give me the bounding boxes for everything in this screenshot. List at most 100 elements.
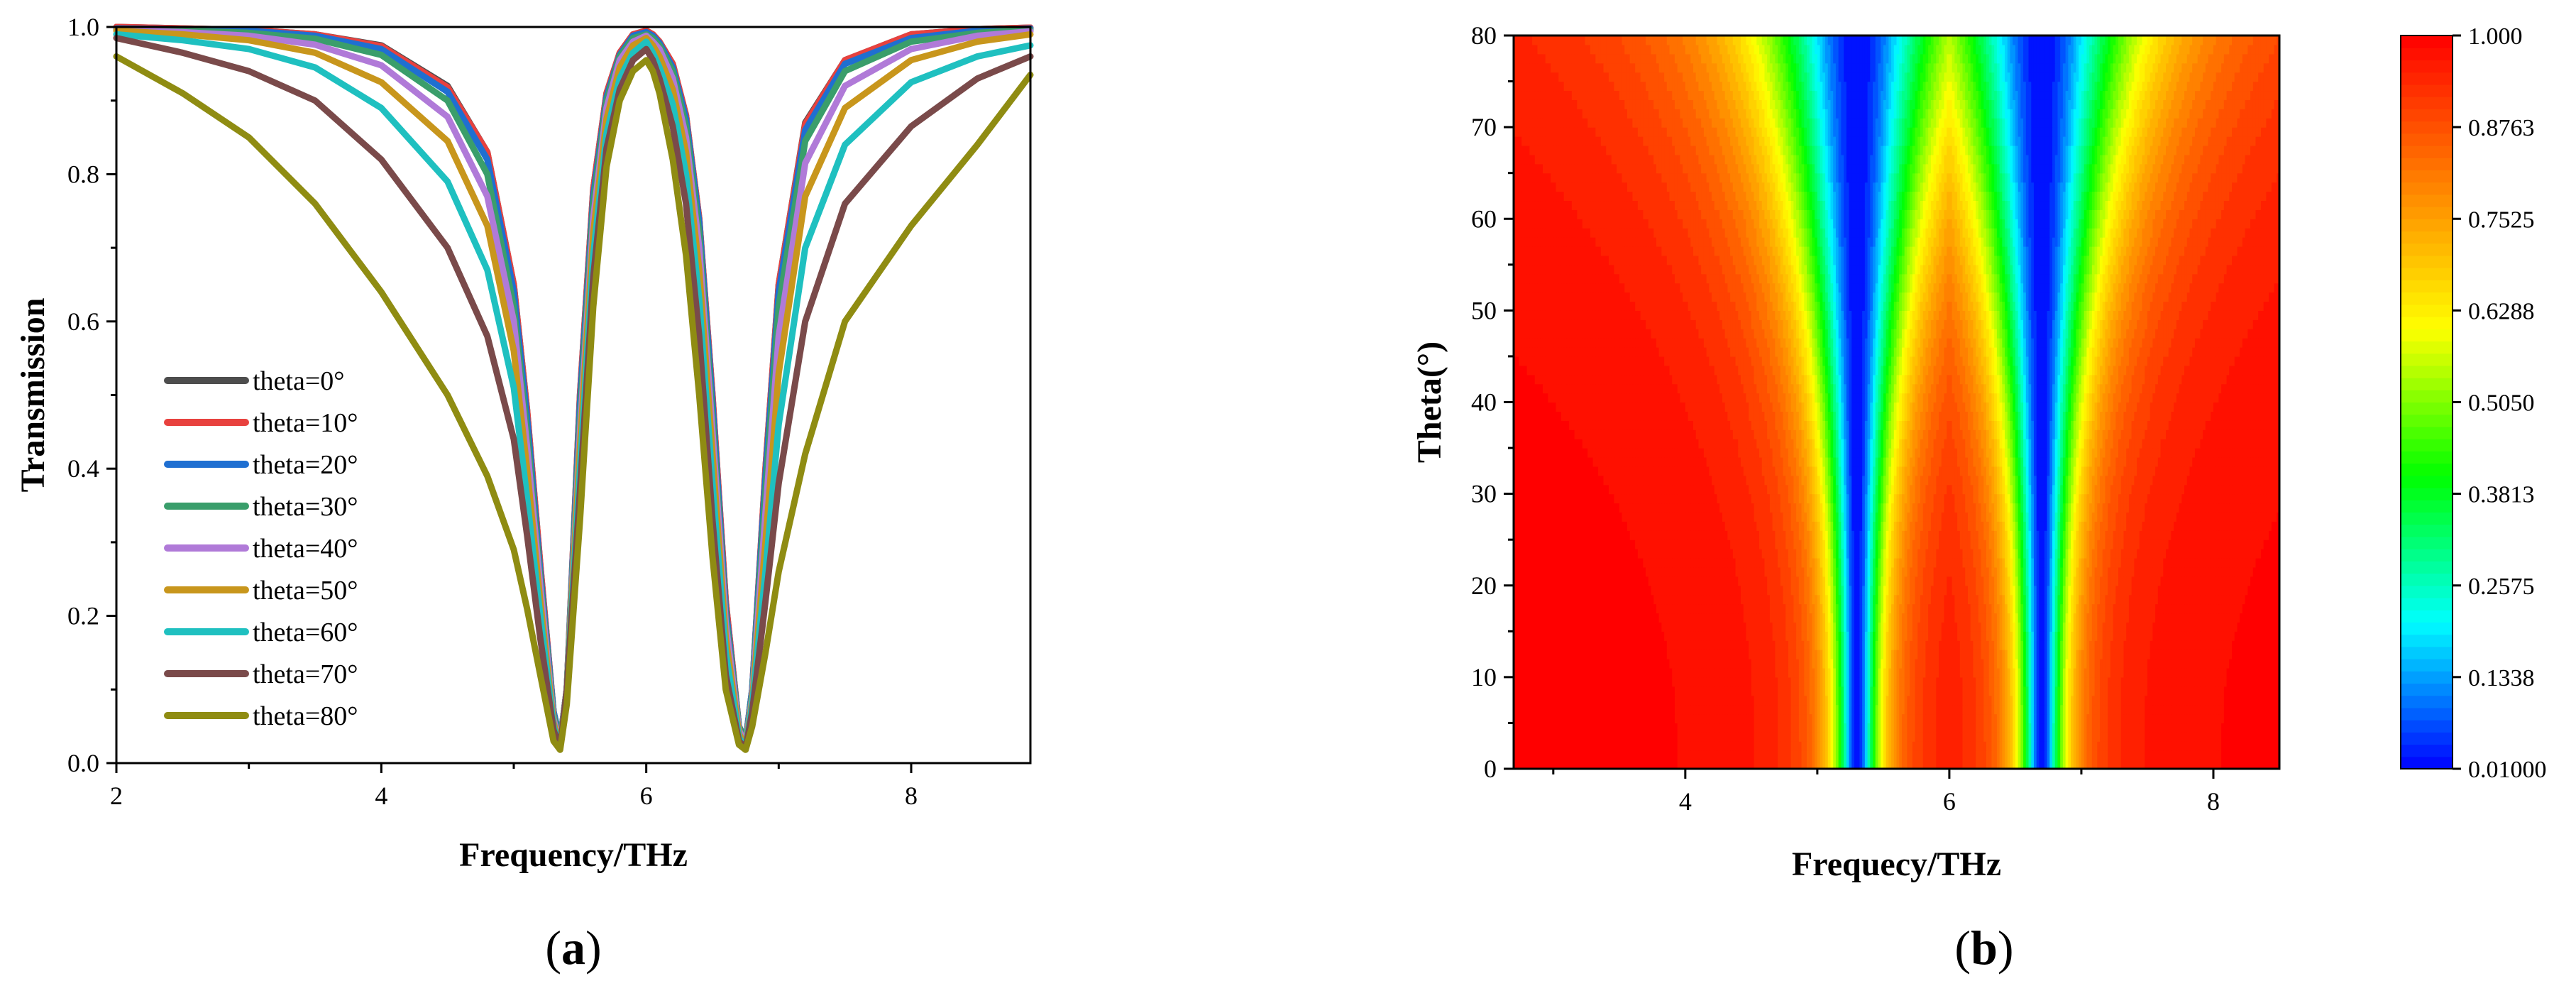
heatmap-cell [1571, 676, 1575, 687]
heatmap-cell [2245, 723, 2248, 733]
heatmap-cell [1521, 686, 1525, 696]
heatmap-cell [1603, 713, 1607, 724]
heatmap-cell [1804, 741, 1807, 751]
heatmap-cell [1930, 704, 1934, 715]
heatmap-cell [2223, 640, 2228, 650]
heatmap-cell [2002, 676, 2005, 687]
heatmap-cell [1941, 659, 1945, 669]
heatmap-cell [1695, 631, 1700, 641]
heatmap-cell [1706, 631, 1710, 641]
heatmap-cell [2081, 622, 2085, 632]
heatmap-cell [1693, 686, 1697, 696]
heatmap-cell [1574, 750, 1578, 760]
heatmap-cell [2216, 741, 2220, 751]
heatmap-cell [1580, 650, 1583, 659]
heatmap-cell [2192, 640, 2196, 650]
heatmap-cell [1856, 667, 1861, 678]
heatmap-cell [1561, 640, 1565, 650]
heatmap-cell [1988, 667, 1993, 678]
heatmap-cell [1643, 723, 1646, 733]
heatmap-cell [1751, 613, 1755, 623]
heatmap-cell [2184, 613, 2188, 623]
heatmap-cell [1881, 659, 1884, 669]
heatmap-cell [1571, 760, 1575, 769]
heatmap-cell [2057, 713, 2061, 724]
heatmap-cell [1896, 750, 1900, 760]
heatmap-cell [1856, 760, 1861, 769]
heatmap-cell [1999, 741, 2003, 751]
heatmap-cell [1677, 713, 1680, 724]
heatmap-cell [2160, 760, 2164, 769]
heatmap-cell [1809, 704, 1813, 715]
heatmap-cell [2263, 650, 2267, 659]
heatmap-cell [2052, 631, 2056, 641]
heatmap-cell [2120, 695, 2125, 706]
heatmap-cell [1629, 695, 1634, 706]
heatmap-cell [2120, 760, 2125, 769]
heatmap-cell [1617, 650, 1620, 659]
heatmap-cell [1793, 695, 1797, 706]
heatmap-cell [1526, 760, 1530, 769]
heatmap-cell [1817, 713, 1821, 724]
heatmap-cell [1563, 713, 1568, 724]
heatmap-cell [1719, 686, 1723, 696]
heatmap-cell [1643, 640, 1646, 650]
heatmap-cell [2179, 695, 2182, 706]
heatmap-cell [1669, 704, 1673, 715]
heatmap-cell [1514, 631, 1517, 641]
heatmap-cell [1614, 613, 1617, 623]
heatmap-cell [1788, 631, 1792, 641]
heatmap-cell [1651, 676, 1654, 687]
heatmap-cell [1899, 622, 1903, 632]
heatmap-cell [1603, 622, 1607, 632]
heatmap-cell [1749, 650, 1752, 659]
heatmap-cell [1788, 695, 1792, 706]
heatmap-cell [2250, 704, 2254, 715]
heatmap-cell [1585, 750, 1588, 760]
heatmap-cell [1735, 723, 1739, 733]
heatmap-cell [2007, 659, 2011, 669]
heatmap-cell [1944, 695, 1947, 706]
heatmap-cell [1571, 732, 1575, 742]
heatmap-cell [2263, 667, 2267, 678]
heatmap-cell [1944, 686, 1947, 696]
heatmap-cell [2108, 732, 2111, 742]
heatmap-cell [2031, 650, 2035, 659]
heatmap-cell [1798, 750, 1802, 760]
heatmap-cell [2126, 760, 2130, 769]
heatmap-cell [1856, 750, 1861, 760]
heatmap-cell [1519, 723, 1522, 733]
heatmap-cell [1595, 622, 1599, 632]
heatmap-cell [1780, 613, 1784, 623]
heatmap-cell [2097, 713, 2101, 724]
heatmap-cell [1983, 613, 1987, 623]
heatmap-cell [1646, 631, 1649, 641]
heatmap-cell [1529, 686, 1533, 696]
heatmap-cell [1540, 622, 1543, 632]
heatmap-cell [1521, 659, 1525, 669]
heatmap-cell [2229, 676, 2233, 687]
heatmap-cell [1653, 650, 1657, 659]
heatmap-cell [1719, 713, 1723, 724]
heatmap-cell [2062, 676, 2066, 687]
heatmap-cell [2086, 667, 2090, 678]
heatmap-cell [1941, 686, 1945, 696]
heatmap-cell [1595, 760, 1599, 769]
heatmap-cell [1790, 631, 1794, 641]
heatmap-cell [2166, 760, 2169, 769]
heatmap-cell [2171, 695, 2174, 706]
heatmap-cell [1592, 622, 1596, 632]
heatmap-cell [1732, 686, 1736, 696]
heatmap-cell [2013, 686, 2016, 696]
heatmap-cell [1542, 659, 1546, 669]
heatmap-cell [1999, 723, 2003, 733]
heatmap-cell [2057, 750, 2061, 760]
heatmap-cell [2084, 650, 2087, 659]
heatmap-cell [2160, 667, 2164, 678]
heatmap-cell [2179, 659, 2182, 669]
heatmap-cell [1991, 723, 1995, 733]
heatmap-cell [2179, 741, 2182, 751]
heatmap-cell [2060, 676, 2064, 687]
heatmap-cell [1830, 667, 1834, 678]
heatmap-cell [1738, 631, 1741, 641]
